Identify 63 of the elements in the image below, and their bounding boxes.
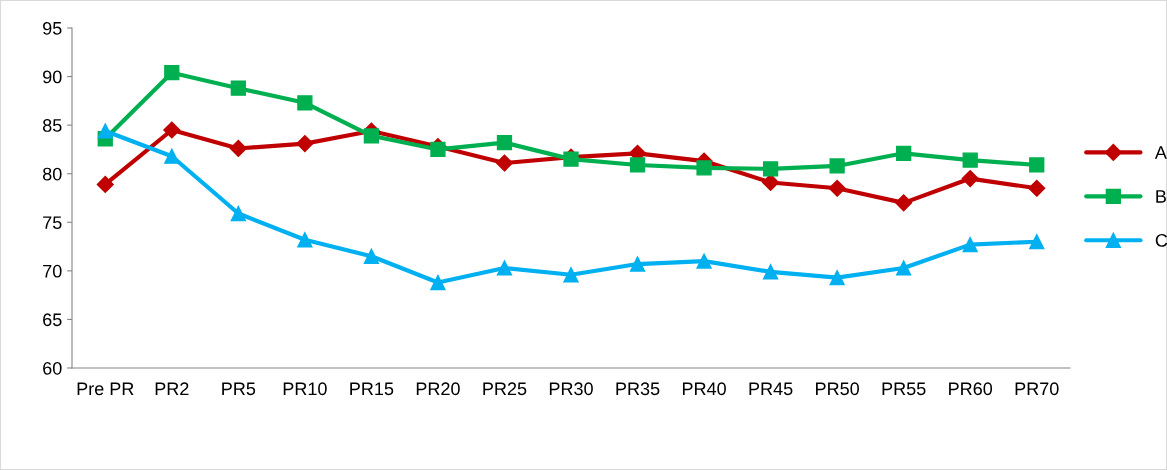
point [363, 248, 380, 264]
point [430, 274, 446, 291]
x-tick-label: PR60 [949, 382, 993, 396]
point [829, 158, 845, 174]
point [296, 135, 314, 153]
point [1028, 179, 1046, 197]
x-tick-label: PR45 [749, 382, 793, 396]
y-tick-label: 60 [43, 361, 62, 375]
x-tick-label: PR2 [155, 382, 189, 395]
x-tick-label: PR30 [549, 382, 593, 396]
y-tick-label: 80 [42, 167, 62, 181]
point [629, 157, 646, 173]
point [696, 253, 712, 269]
point [164, 65, 180, 81]
point [496, 260, 513, 276]
point [297, 232, 313, 248]
legend-label: A [1154, 146, 1167, 159]
point [629, 256, 646, 272]
y-tick-label: 85 [42, 119, 62, 132]
point [696, 160, 712, 176]
x-tick-label: PR20 [416, 382, 460, 396]
y-tick-label: 90 [43, 70, 62, 84]
legend-label: B [1156, 190, 1166, 203]
point [1029, 157, 1045, 173]
legend-label: C [1155, 233, 1167, 247]
point [828, 179, 846, 197]
point [495, 154, 514, 172]
point [896, 145, 912, 161]
x-tick-label: PR70 [1015, 382, 1059, 396]
point [895, 194, 913, 212]
point [297, 95, 313, 111]
x-tick-label: PR15 [350, 382, 394, 396]
point [962, 152, 978, 168]
point [961, 170, 979, 188]
point [762, 161, 779, 177]
x-tick-label: PR40 [682, 382, 726, 396]
x-tick-label: PR25 [483, 382, 527, 396]
point [96, 175, 114, 193]
y-tick-label: 70 [43, 264, 62, 278]
point [1029, 234, 1045, 250]
point [97, 123, 113, 139]
y-tick-label: 65 [43, 313, 62, 327]
point [762, 264, 779, 280]
x-tick-label: PR5 [222, 382, 256, 396]
x-tick-label: PR55 [882, 382, 926, 396]
point [896, 260, 912, 276]
x-tick-label: PR10 [283, 382, 327, 396]
point [496, 134, 513, 151]
x-tick-label: PR50 [816, 382, 860, 396]
point [163, 121, 181, 139]
point [829, 270, 845, 286]
point [363, 128, 380, 144]
y-tick-label: 95 [43, 21, 62, 35]
point [430, 141, 446, 158]
point [229, 139, 247, 158]
point [563, 267, 579, 283]
point [230, 205, 246, 222]
point [164, 148, 180, 164]
point [230, 80, 246, 96]
y-tick-label: 75 [43, 216, 62, 230]
x-tick-label: Pre PR [77, 382, 134, 396]
point [962, 236, 978, 253]
x-tick-label: PR35 [616, 382, 660, 396]
